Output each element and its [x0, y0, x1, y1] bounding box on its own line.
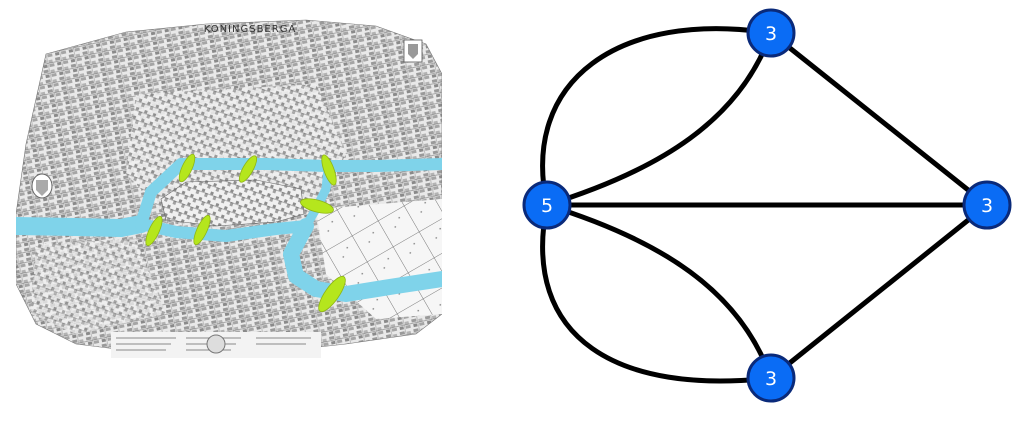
graph-diagram: 3 5 3 3 — [500, 0, 1023, 425]
kneiphof-island — [160, 179, 305, 227]
bridge-5 — [145, 215, 163, 247]
edge-left-top-outer — [540, 26, 774, 208]
graph-svg: 3 5 3 3 — [522, 8, 1012, 403]
edge-left-bottom-outer — [540, 202, 774, 384]
edge-top-right — [768, 30, 990, 208]
map-illustration: KONINGSBERGA — [7, 19, 450, 358]
bridge-4 — [300, 198, 334, 214]
edge-bottom-right — [768, 202, 990, 381]
coat-of-arms-icon — [403, 39, 423, 63]
node-right: 3 — [962, 180, 1012, 230]
river — [7, 158, 450, 302]
node-top-degree: 3 — [765, 23, 777, 45]
bridge-2 — [238, 155, 258, 183]
edge-left-bottom-inner — [544, 202, 774, 381]
graph-nodes: 3 5 3 3 — [522, 8, 1012, 403]
graph-edges — [540, 26, 990, 384]
map-legend — [111, 332, 321, 358]
left-crest-icon — [31, 173, 53, 199]
bridge-1 — [178, 153, 196, 183]
bridge-6 — [193, 214, 211, 246]
bridges — [145, 153, 346, 313]
node-left: 5 — [522, 180, 572, 230]
bridge-7 — [318, 275, 346, 313]
konigsberg-map: KONINGSBERGA — [7, 14, 450, 360]
node-top: 3 — [746, 8, 796, 58]
bridge-3 — [321, 154, 337, 186]
map-title: KONINGSBERGA — [204, 24, 297, 35]
node-bottom-degree: 3 — [765, 368, 777, 390]
node-right-degree: 3 — [981, 195, 993, 217]
node-left-degree: 5 — [541, 195, 553, 217]
edge-left-top-inner — [544, 30, 774, 208]
node-bottom: 3 — [746, 353, 796, 403]
